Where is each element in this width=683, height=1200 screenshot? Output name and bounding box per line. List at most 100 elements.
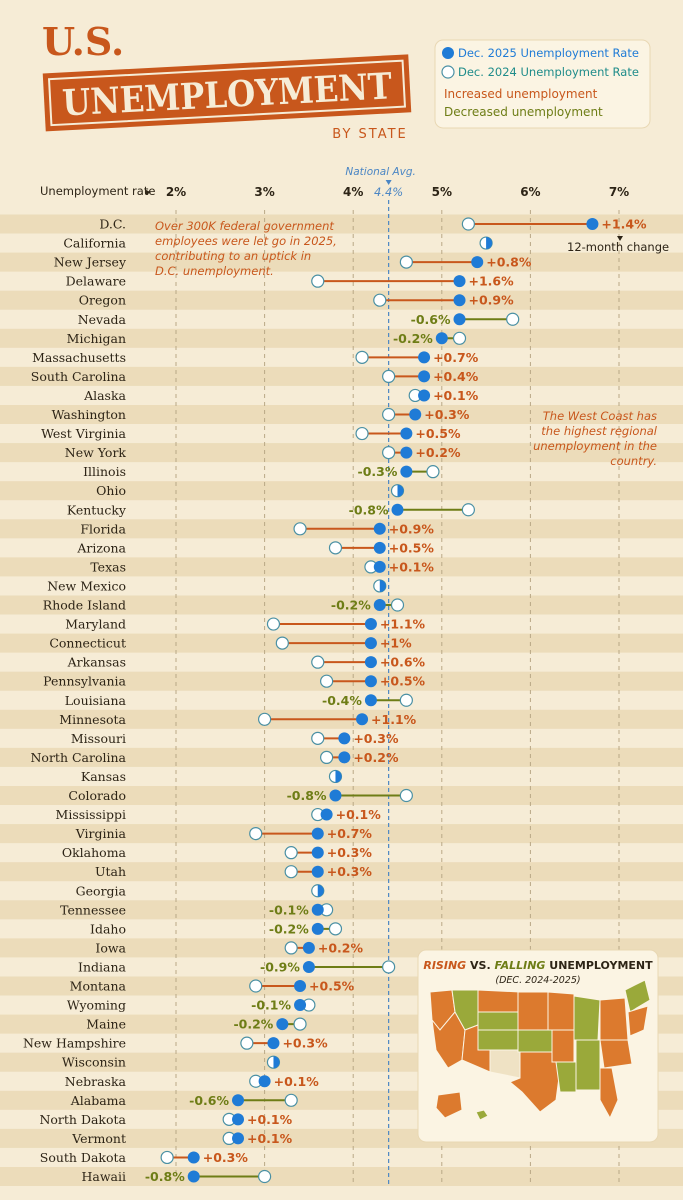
change-label: -0.6% [189, 1093, 229, 1108]
change-label: +0.5% [380, 674, 426, 689]
dc-annotation: Over 300K federal government employees we… [155, 219, 337, 278]
row-stripe [0, 366, 683, 386]
state-name: North Dakota [39, 1112, 126, 1127]
state-row: Florida +0.9% [80, 521, 434, 536]
title-sub: BY STATE [332, 127, 408, 142]
dec2024-point [311, 274, 325, 288]
change-label: +0.2% [353, 750, 399, 765]
change-label: -0.6% [411, 312, 451, 327]
dec2024-point [355, 426, 369, 441]
change-label: -0.8% [349, 502, 389, 517]
dec2025-point [302, 960, 315, 973]
change-label: +0.1% [247, 1131, 293, 1146]
state-name: Mississippi [56, 807, 126, 822]
legend-dec2024-dot [441, 65, 455, 79]
change-label: +0.2% [415, 445, 461, 460]
legend-dec2024-label: Dec. 2024 Unemployment Rate [458, 65, 639, 79]
state-name: Idaho [90, 921, 126, 936]
state-name: Pennsylvania [43, 674, 126, 689]
x-tick-label: 7% [609, 185, 629, 199]
state-row: Utah +0.3% [95, 864, 372, 879]
state-name: Nebraska [65, 1074, 127, 1089]
change-note: 12-month change [567, 240, 669, 254]
state-name: Maryland [65, 617, 126, 632]
state-name: North Carolina [30, 750, 126, 765]
dec2024-point [382, 407, 396, 422]
x-axis: Unemployment rate ▸ 2% 3% 4% 5% 6% 7% [40, 184, 629, 199]
change-label: -0.3% [358, 464, 398, 479]
state-row: Tennessee -0.1% [60, 902, 334, 917]
state-name: Michigan [67, 331, 126, 346]
state-name: Georgia [76, 883, 127, 898]
change-label: +0.2% [318, 940, 364, 955]
state-name: Wisconsin [62, 1055, 126, 1070]
dec2025-point [373, 599, 386, 611]
dec2025-point [586, 218, 599, 230]
dec2025-point [364, 618, 377, 631]
map-alaska [435, 1091, 463, 1119]
dec2025-point [409, 408, 422, 421]
state-name: Alabama [70, 1093, 127, 1108]
map-colorado-region [477, 1029, 519, 1051]
change-label: -0.2% [233, 1017, 273, 1032]
dec2025-point [364, 656, 377, 669]
dec2024-point [320, 750, 334, 765]
dec2025-point [273, 1056, 280, 1069]
row-stripe [0, 595, 683, 615]
change-label: +1% [380, 636, 412, 651]
legend-dec2025-label: Dec. 2025 Unemployment Rate [458, 46, 639, 60]
state-row: Wyoming -0.1% [67, 998, 316, 1013]
state-row: Washington +0.3% [52, 407, 470, 422]
row-stripe [0, 557, 683, 577]
dec2025-point [400, 465, 413, 478]
legend-dec2025-dot [442, 47, 454, 59]
dec2025-point [276, 1018, 289, 1031]
dec2024-point [328, 541, 343, 555]
state-row: Kentucky -0.8% [67, 502, 475, 517]
state-row: Indiana -0.9% [78, 959, 396, 974]
dec2025-point [187, 1170, 200, 1183]
dec2025-point [418, 351, 431, 364]
x-axis-label: Unemployment rate [40, 184, 155, 198]
state-row: Wisconsin [62, 1055, 281, 1070]
state-name: Vermont [71, 1131, 126, 1146]
dec2025-point [400, 446, 413, 459]
dec2025-point [294, 980, 307, 992]
dec2024-point [399, 255, 413, 269]
state-row: North Dakota +0.1% [39, 1112, 292, 1127]
map-dakotas-region [517, 991, 549, 1031]
map-great-lakes-region [573, 995, 601, 1041]
state-row: Texas +0.1% [90, 559, 434, 574]
change-label: -0.2% [393, 331, 433, 346]
dec2024-point [373, 293, 387, 307]
dec2025-point [302, 941, 315, 954]
change-label: +0.9% [389, 521, 435, 536]
dec2024-point [320, 674, 334, 688]
change-label: +0.3% [203, 1150, 249, 1165]
dec2025-point [311, 903, 324, 916]
state-name: Utah [95, 864, 126, 879]
dec2024-point [311, 731, 325, 745]
state-name: Florida [80, 521, 126, 536]
dec2024-point [452, 331, 467, 345]
dec2024-point [355, 350, 369, 364]
dec2024-point [399, 788, 413, 803]
state-name: Oregon [79, 293, 126, 308]
dec2025-point [294, 999, 307, 1012]
dec2025-point [379, 579, 386, 592]
map-northeast-region [627, 1005, 649, 1037]
state-row: Nevada -0.6% [78, 312, 520, 327]
state-row: Virginia +0.7% [75, 826, 373, 841]
change-label: +0.3% [282, 1036, 328, 1051]
inset-title-rest: UNEMPLOYMENT [545, 959, 653, 972]
change-label: +0.1% [389, 559, 435, 574]
change-label: +0.7% [327, 826, 373, 841]
state-row: Ohio [96, 483, 405, 498]
map-ohio-region [599, 997, 629, 1041]
map-minnesota-region [547, 991, 575, 1031]
state-row: Montana +0.5% [70, 979, 355, 994]
dec2024-point [461, 503, 475, 517]
dec2024-point [382, 960, 396, 974]
change-label: -0.2% [331, 598, 371, 613]
dec2025-point [418, 370, 431, 383]
